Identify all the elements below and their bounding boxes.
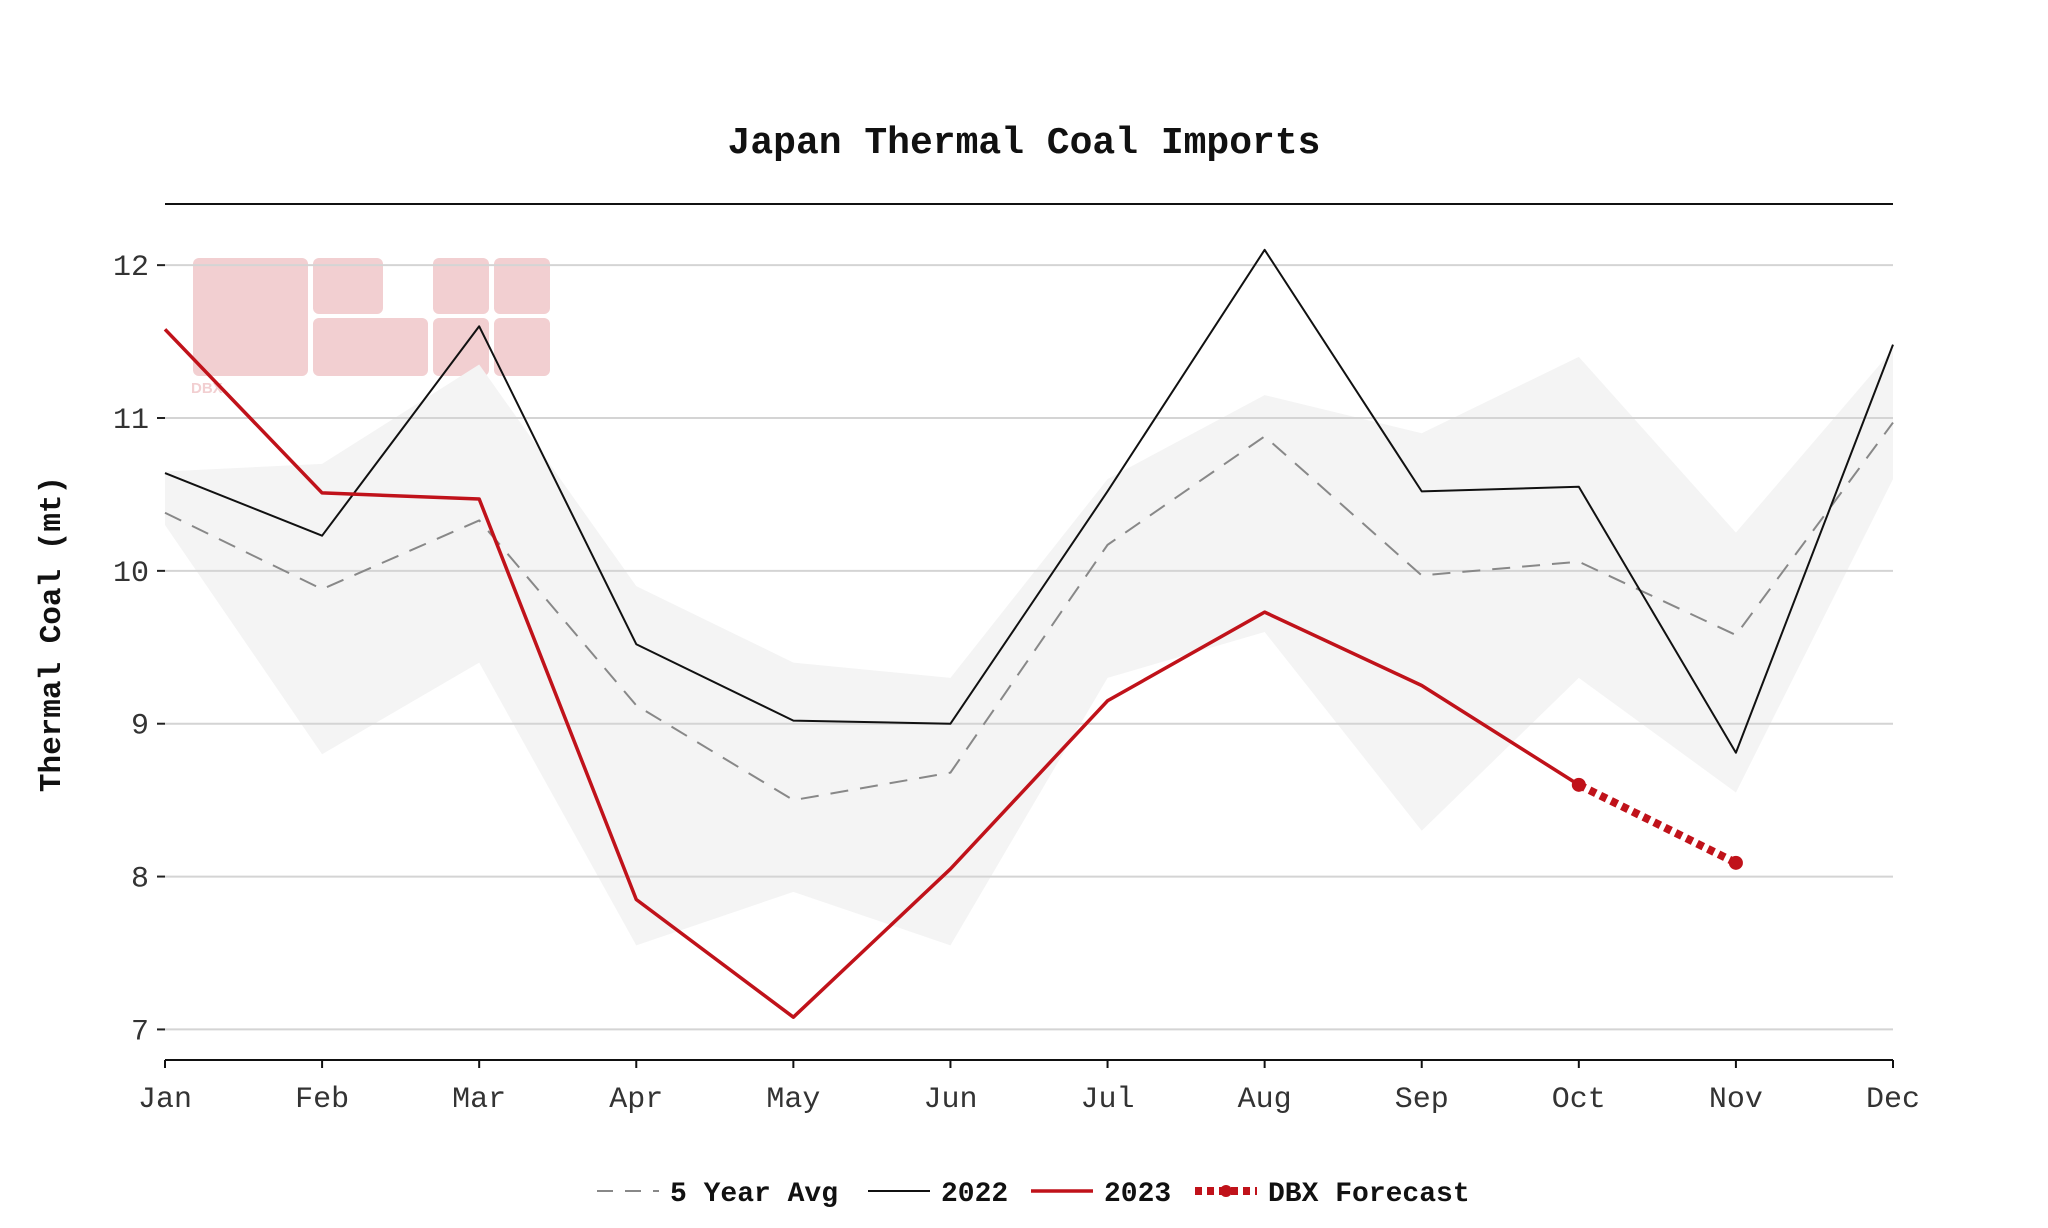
forecast-point — [1571, 777, 1586, 792]
grid-lines — [165, 264, 1893, 1031]
watermark-block — [313, 318, 428, 376]
x-tick-label: Aug — [1238, 1083, 1292, 1117]
series-line-5-year-avg — [164, 421, 1894, 802]
legend-label: 2022 — [941, 1179, 1008, 1210]
range-band — [165, 349, 1893, 946]
x-tick-label: Feb — [295, 1083, 349, 1117]
watermark-block — [494, 318, 550, 376]
y-axis-label: Thermal Coal (mt) — [35, 476, 70, 792]
y-tick-label: 10 — [113, 557, 149, 591]
watermark-block — [313, 258, 383, 314]
y-tick-label: 11 — [113, 404, 149, 438]
y-tick-label: 8 — [131, 863, 149, 897]
series-line-dbx-forecast — [1577, 781, 1738, 867]
y-tick-label: 12 — [113, 251, 149, 285]
series-lines — [163, 248, 1894, 1019]
legend-marker — [1220, 1185, 1232, 1197]
y-tick-label: 7 — [131, 1015, 149, 1049]
min-max-band — [165, 349, 1893, 946]
x-tick-label: Jul — [1081, 1083, 1135, 1117]
axes: 7 8 9 10 11 12 Jan Feb Mar Apr May Jun Jul Aug Sep Oct N… — [113, 251, 1920, 1117]
legend-label: 5 Year Avg — [670, 1179, 838, 1210]
legend-label: DBX Forecast — [1268, 1179, 1470, 1210]
series-line-2023 — [163, 328, 1580, 1019]
x-tick-label: May — [766, 1083, 820, 1117]
logo-watermark: DBX — [191, 258, 550, 397]
x-tick-label: Jun — [923, 1083, 977, 1117]
x-tick-label: Dec — [1866, 1083, 1920, 1117]
watermark-block — [193, 258, 308, 376]
x-tick-label: Jan — [138, 1083, 192, 1117]
watermark-block — [494, 258, 550, 314]
x-tick-label: Sep — [1395, 1083, 1449, 1117]
forecast-point — [1728, 855, 1743, 870]
x-tick-label: Oct — [1552, 1083, 1606, 1117]
legend-label: 2023 — [1104, 1179, 1171, 1210]
y-tick-label: 9 — [131, 710, 149, 744]
x-tick-label: Mar — [452, 1083, 506, 1117]
x-tick-label: Apr — [609, 1083, 663, 1117]
legend: 5 Year Avg 2022 2023 DBX Forecast — [597, 1179, 1470, 1210]
series-line-2022 — [164, 248, 1894, 754]
watermark-block — [433, 258, 489, 314]
chart-title: Japan Thermal Coal Imports — [728, 122, 1321, 165]
watermark-text: DBX — [191, 380, 223, 397]
x-tick-label: Nov — [1709, 1083, 1763, 1117]
